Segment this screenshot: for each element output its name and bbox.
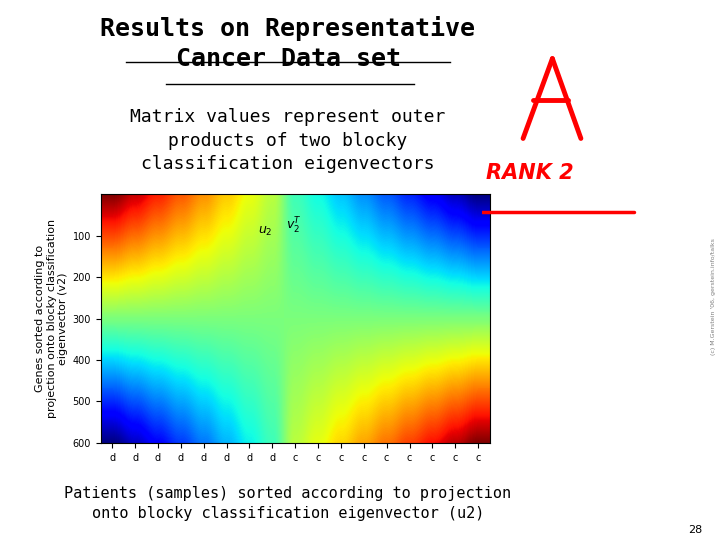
Text: Patients (samples) sorted according to projection
onto blocky classification eig: Patients (samples) sorted according to p…	[64, 487, 512, 521]
Text: RANK 2: RANK 2	[486, 163, 574, 184]
Text: Matrix values represent outer
products of two blocky
classification eigenvectors: Matrix values represent outer products o…	[130, 108, 446, 173]
Text: $v_2^T$: $v_2^T$	[286, 215, 302, 235]
Text: 28: 28	[688, 524, 702, 535]
Text: $u_2$: $u_2$	[258, 225, 272, 238]
Text: Results on Representative
Cancer Data set: Results on Representative Cancer Data se…	[101, 16, 475, 71]
Text: (c) M.Gerstein '06, gerstein.info/talks: (c) M.Gerstein '06, gerstein.info/talks	[711, 239, 716, 355]
Y-axis label: Genes sorted according to
projection onto blocky classification
eigenvector (v2): Genes sorted according to projection ont…	[35, 219, 68, 418]
